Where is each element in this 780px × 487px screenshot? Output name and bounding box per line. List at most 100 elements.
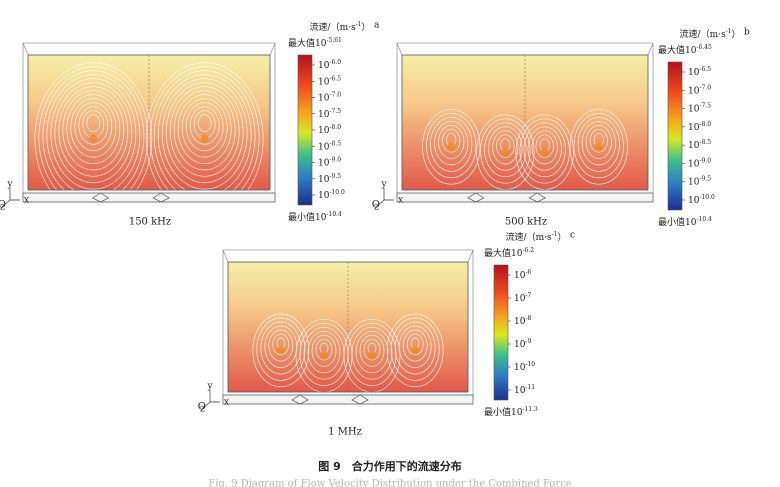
superscript: -11 <box>525 384 535 391</box>
superscript: -6.5 <box>329 75 341 82</box>
text-part: 10 <box>315 39 327 49</box>
superscript: -10 <box>525 361 535 368</box>
text-part: 10 <box>318 109 330 119</box>
transducer-tray <box>396 192 654 203</box>
streamline <box>402 329 428 362</box>
vortex-core <box>320 351 328 360</box>
streamline <box>476 114 535 190</box>
frame <box>22 42 276 198</box>
colorbar <box>667 61 683 211</box>
streamline <box>165 82 244 184</box>
axis-label: y <box>6 180 13 190</box>
axis-label: z <box>374 203 379 213</box>
streamline <box>573 113 624 179</box>
streamline <box>484 122 527 178</box>
superscript: -6 <box>525 269 531 276</box>
panel-letter: a <box>374 21 380 31</box>
streamline <box>185 102 224 152</box>
colorbar-tick-label: 10-11 <box>514 384 535 396</box>
streamline <box>394 321 436 375</box>
streamline <box>426 113 477 179</box>
text-part: 流速/（m·s <box>680 28 726 40</box>
text-part: 10 <box>318 61 330 71</box>
text-part: ） <box>731 29 740 40</box>
superscript: -7.5 <box>699 102 711 109</box>
superscript: -8.5 <box>329 140 341 147</box>
text-part: 10 <box>688 196 700 206</box>
streamline <box>252 313 310 388</box>
superscript: -7 <box>525 292 531 299</box>
vortex-core <box>368 351 376 360</box>
colorbar-min: 最小值10-10.4 <box>658 216 712 228</box>
text-part: 10 <box>318 191 330 201</box>
vortex-core <box>540 148 549 157</box>
text-part: ） <box>361 22 370 33</box>
streamline <box>78 106 109 145</box>
streamline <box>62 90 125 171</box>
streamline <box>515 114 574 190</box>
vortex-core <box>276 346 285 355</box>
streamline <box>585 125 612 159</box>
superscript: -10.0 <box>329 189 345 196</box>
streamline <box>589 129 608 153</box>
colorbar <box>297 54 313 206</box>
superscript: -10.4 <box>326 211 342 218</box>
streamline <box>519 118 570 184</box>
text-part: 10 <box>685 218 697 228</box>
streamline <box>169 86 240 177</box>
text-part: 最小值 <box>484 406 511 418</box>
panel-caption: 150 kHz <box>129 217 171 228</box>
superscript: -9.5 <box>699 175 711 182</box>
superscript: -6.45 <box>696 44 712 51</box>
colorbar-tick-label: 10-10 <box>514 361 535 373</box>
superscript: -8 <box>525 315 531 322</box>
superscript: -9.5 <box>329 172 341 179</box>
streamline <box>569 109 628 185</box>
superscript: -7.0 <box>699 84 711 91</box>
axis-label: x <box>398 196 403 206</box>
frame <box>222 249 474 400</box>
superscript: -6.2 <box>522 247 534 254</box>
streamline <box>581 121 616 166</box>
streamline <box>70 98 117 158</box>
streamline <box>386 313 444 388</box>
colorbar-tick-label: 10-6.5 <box>688 66 711 78</box>
superscript: -9.0 <box>699 157 711 164</box>
superscript: -8.0 <box>329 124 341 131</box>
text-part: 10 <box>318 93 330 103</box>
streamline <box>492 130 519 165</box>
streamline <box>315 338 333 361</box>
text-part: 流速/（m·s <box>506 231 552 243</box>
streamline <box>359 334 385 367</box>
colorbar-tick-label: 10-6.5 <box>318 75 341 87</box>
colorbar-tick-label: 10-7.5 <box>688 102 711 114</box>
text-part: 10 <box>318 126 330 136</box>
streamline <box>74 102 113 152</box>
streamline <box>480 118 531 184</box>
streamline <box>272 333 290 356</box>
superscript: -8.0 <box>699 120 711 127</box>
superscript: -7.0 <box>329 91 341 98</box>
superscript: -9 <box>525 338 531 345</box>
panel-caption: 1 MHz <box>328 427 362 438</box>
colorbar-tick-label: 10-8.5 <box>688 139 711 151</box>
vortex-core <box>200 134 209 143</box>
colorbar-tick-label: 10-6.0 <box>318 59 341 71</box>
colorbar-unit: 流速/（m·s-1） <box>680 28 741 40</box>
colorbar-tick-label: 10-8.0 <box>318 124 341 136</box>
superscript: -11.3 <box>522 406 538 413</box>
superscript: -9.0 <box>329 156 341 163</box>
streamline <box>535 134 554 158</box>
colorbar-min: 最小值10-11.3 <box>484 406 538 418</box>
text-part: 10 <box>688 177 700 187</box>
superscript: -10.0 <box>699 194 715 201</box>
colorbar-tick-label: 10-8.5 <box>318 140 341 152</box>
streamline <box>311 334 337 367</box>
panel-letter: c <box>570 231 575 241</box>
frame <box>227 261 469 393</box>
figure-title: 图 9 合力作用下的流速分布 <box>318 459 461 473</box>
colorbar-tick-label: 10-7.5 <box>318 107 341 119</box>
colorbar-max: 最大值10-6.2 <box>484 247 534 259</box>
colorbar-unit: 流速/（m·s-1） <box>310 21 371 33</box>
streamline <box>406 333 424 356</box>
